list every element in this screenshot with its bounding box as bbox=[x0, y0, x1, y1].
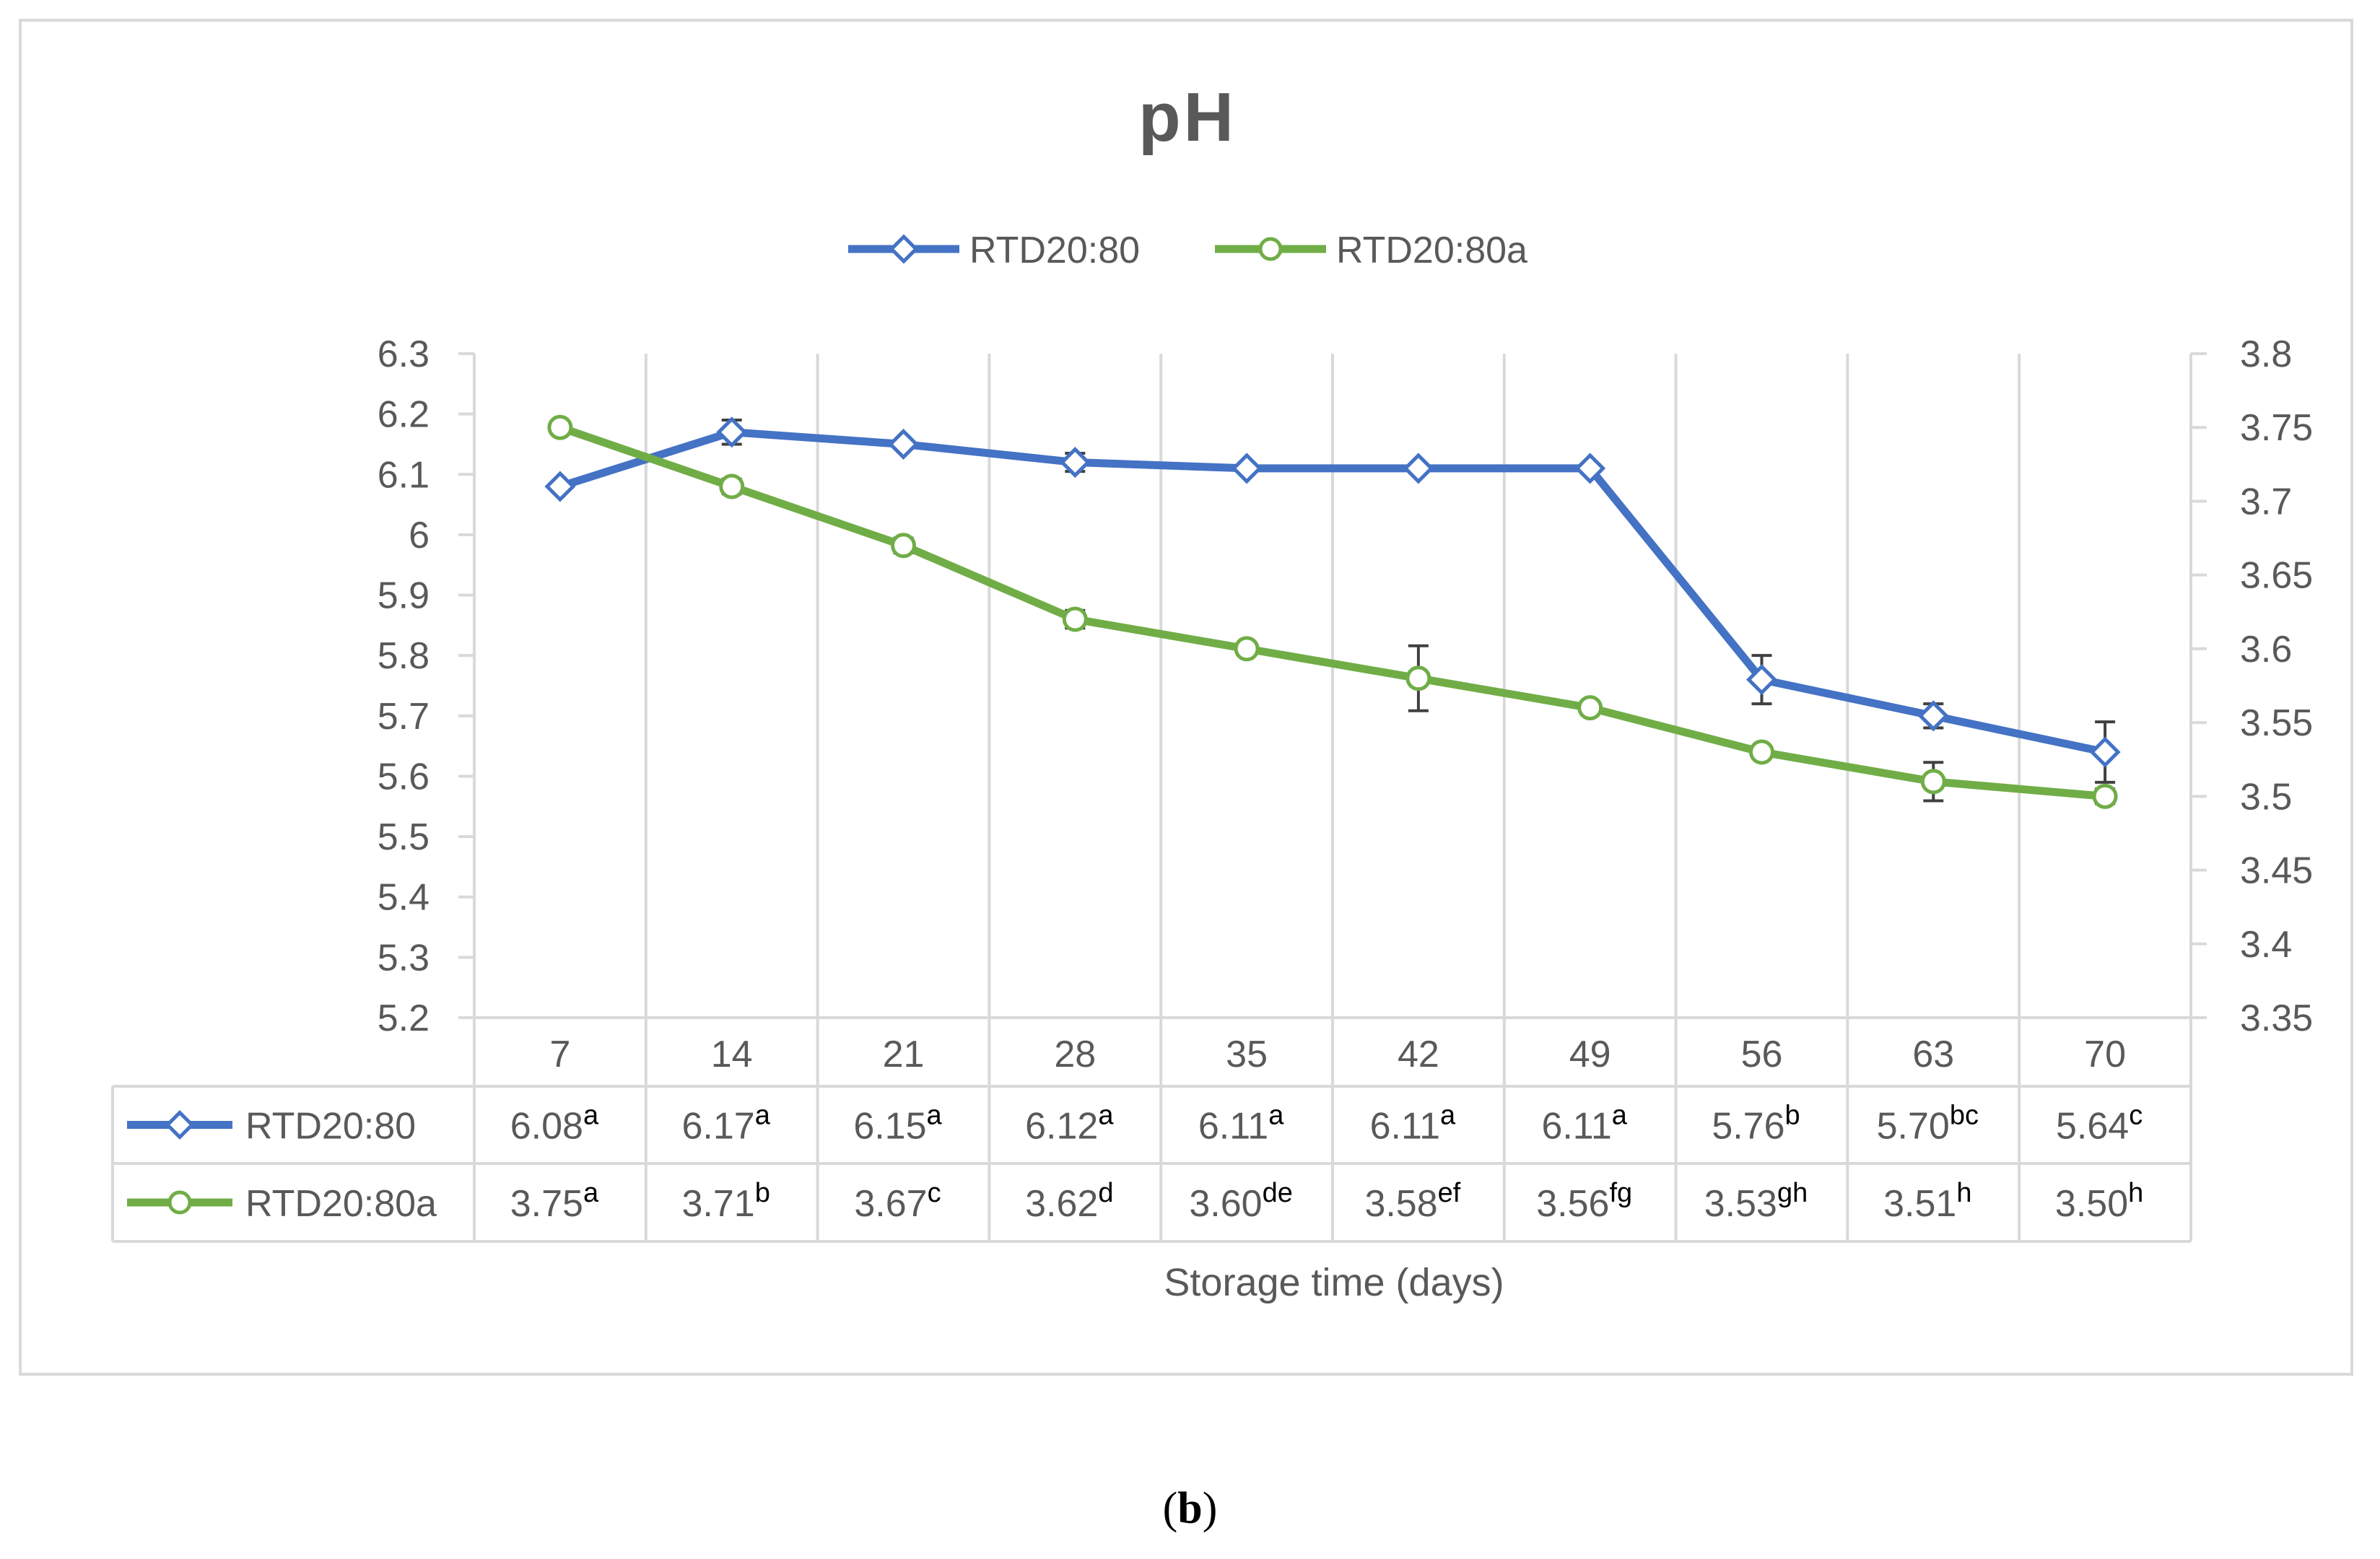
chart-title: pH bbox=[1138, 79, 1237, 156]
y-left-tick-label: 5.2 bbox=[378, 997, 430, 1039]
x-tick-label: 63 bbox=[1912, 1034, 1954, 1075]
table-cell-value: 6.11a bbox=[1541, 1101, 1627, 1148]
data-point bbox=[1749, 739, 1774, 765]
y-left-tick-label: 5.9 bbox=[378, 575, 430, 617]
table-cell-value: 6.15a bbox=[853, 1101, 942, 1148]
table-cell-value: 3.51h bbox=[1883, 1178, 1971, 1225]
table-cell-value: 5.64c bbox=[2056, 1101, 2143, 1148]
y-right-tick-label: 3.7 bbox=[2240, 481, 2292, 523]
data-point bbox=[1574, 453, 1606, 484]
y-right-tick-label: 3.4 bbox=[2240, 924, 2292, 966]
x-tick-label: 14 bbox=[711, 1034, 753, 1075]
y-left-tick-label: 6.2 bbox=[378, 394, 430, 436]
y-left-tick-label: 5.4 bbox=[378, 877, 430, 919]
chart-frame bbox=[19, 19, 2353, 1376]
table-cell-value: 3.53gh bbox=[1704, 1178, 1808, 1225]
y-left-tick-label: 6.3 bbox=[378, 333, 430, 375]
y-right-tick-label: 3.8 bbox=[2240, 333, 2292, 375]
y-left-tick-label: 5.8 bbox=[378, 635, 430, 677]
table-cell-value: 5.70bc bbox=[1877, 1101, 1979, 1148]
table-cell-value: 3.60de bbox=[1189, 1178, 1293, 1225]
data-point bbox=[1745, 664, 1778, 696]
caption-label: b bbox=[1177, 1484, 1203, 1533]
y-left-tick-label: 5.3 bbox=[378, 937, 430, 979]
figure-caption: (b) bbox=[0, 1483, 2380, 1534]
table-cell-value: 6.17a bbox=[682, 1101, 771, 1148]
data-point bbox=[887, 428, 920, 460]
table-cell-value: 6.12a bbox=[1025, 1101, 1114, 1148]
table-legend-marker bbox=[167, 1190, 192, 1215]
table-series-label: RTD20:80 bbox=[245, 1106, 416, 1148]
table-series-label: RTD20:80a bbox=[245, 1183, 437, 1225]
y-right-tick-label: 3.45 bbox=[2240, 850, 2313, 892]
x-tick-label: 56 bbox=[1741, 1034, 1783, 1075]
y-left-tick-label: 6 bbox=[409, 515, 430, 556]
table-cell-value: 3.62d bbox=[1025, 1178, 1113, 1225]
table-cell-value: 5.76b bbox=[1712, 1101, 1800, 1148]
y-right-tick-label: 3.6 bbox=[2240, 629, 2292, 671]
legend-label: RTD20:80 bbox=[969, 230, 1140, 271]
x-tick-label: 7 bbox=[549, 1034, 570, 1075]
caption-close: ) bbox=[1202, 1484, 1218, 1533]
data-point bbox=[1920, 769, 1946, 795]
y-left-tick-label: 5.6 bbox=[378, 756, 430, 798]
series-line bbox=[556, 428, 2109, 756]
y-right-tick-label: 3.5 bbox=[2240, 776, 2292, 818]
data-point bbox=[1917, 700, 1949, 732]
data-point bbox=[719, 473, 745, 499]
x-axis-title: Storage time (days) bbox=[1164, 1261, 1504, 1304]
y-left-tick-label: 5.5 bbox=[378, 816, 430, 858]
data-point bbox=[1059, 447, 1091, 479]
data-point bbox=[716, 416, 748, 448]
y-right-tick-label: 3.55 bbox=[2240, 702, 2313, 744]
caption-open: ( bbox=[1162, 1484, 1178, 1533]
y-left-tick-label: 6.1 bbox=[378, 454, 430, 496]
y-right-tick-label: 3.75 bbox=[2240, 407, 2313, 449]
table-cell-value: 3.67c bbox=[854, 1178, 941, 1225]
data-point bbox=[1231, 453, 1263, 484]
table-cell-value: 3.56fg bbox=[1536, 1178, 1632, 1225]
legend-marker bbox=[1258, 237, 1283, 261]
data-point bbox=[544, 471, 576, 502]
data-point bbox=[1062, 606, 1088, 632]
table-cell-value: 6.08a bbox=[510, 1101, 599, 1148]
x-tick-label: 28 bbox=[1054, 1034, 1096, 1075]
series-line bbox=[556, 423, 2109, 800]
legend-marker bbox=[889, 234, 919, 264]
x-tick-label: 35 bbox=[1226, 1034, 1268, 1075]
x-tick-label: 21 bbox=[883, 1034, 925, 1075]
data-point bbox=[547, 414, 573, 440]
y-right-tick-label: 3.35 bbox=[2240, 997, 2313, 1039]
data-point bbox=[1405, 665, 1431, 691]
data-point bbox=[2089, 736, 2121, 768]
table-cell-value: 3.50h bbox=[2055, 1178, 2143, 1225]
table-cell-value: 3.58ef bbox=[1364, 1178, 1460, 1225]
table-cell-value: 6.11a bbox=[1370, 1101, 1456, 1148]
data-point bbox=[1577, 695, 1603, 721]
table-cell-value: 3.71b bbox=[682, 1178, 770, 1225]
y-left-tick-label: 5.7 bbox=[378, 696, 430, 738]
table-cell-value: 6.11a bbox=[1198, 1101, 1284, 1148]
x-tick-label: 42 bbox=[1398, 1034, 1439, 1075]
data-point bbox=[1403, 453, 1434, 484]
table-legend-marker bbox=[165, 1109, 195, 1140]
y-right-tick-label: 3.65 bbox=[2240, 555, 2313, 597]
data-point bbox=[1234, 636, 1260, 662]
data-point bbox=[2092, 783, 2118, 809]
x-tick-label: 70 bbox=[2084, 1034, 2126, 1075]
data-point bbox=[891, 533, 916, 559]
x-tick-label: 49 bbox=[1569, 1034, 1611, 1075]
legend-label: RTD20:80a bbox=[1336, 230, 1527, 271]
table-cell-value: 3.75a bbox=[510, 1178, 599, 1225]
